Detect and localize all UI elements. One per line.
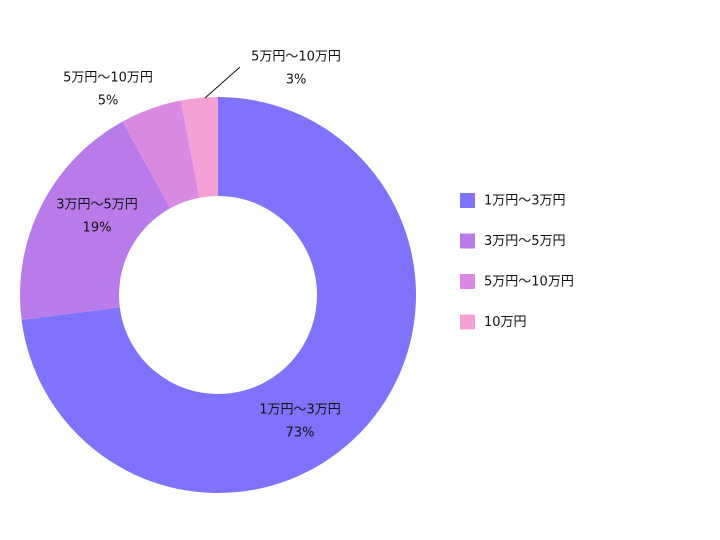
donut-slice xyxy=(19,121,171,320)
legend-swatch xyxy=(460,233,475,249)
legend-label: 1万円〜3万円 xyxy=(484,194,566,209)
slice-label: 1万円〜3万円 xyxy=(259,403,341,418)
donut-slice xyxy=(180,97,218,198)
donut-slice xyxy=(21,97,417,493)
legend-label: 5万円〜10万円 xyxy=(484,275,574,290)
leader-line xyxy=(204,66,241,99)
slice-label: 3万円〜5万円 xyxy=(56,198,138,213)
legend-swatch xyxy=(460,274,475,289)
slice-label: 5万円〜10万円 xyxy=(251,50,341,65)
slice-value-label: 5% xyxy=(98,94,119,109)
slice-value-label: 73% xyxy=(286,426,315,441)
slice-value-label: 19% xyxy=(83,221,112,236)
slice-value-label: 3% xyxy=(286,73,307,88)
donut-slice xyxy=(122,100,200,209)
legend-swatch xyxy=(460,193,475,208)
legend-label: 10万円 xyxy=(484,315,527,330)
slice-label: 5万円〜10万円 xyxy=(63,71,153,86)
legend-swatch xyxy=(460,314,475,330)
legend-label: 3万円〜5万円 xyxy=(484,234,566,249)
